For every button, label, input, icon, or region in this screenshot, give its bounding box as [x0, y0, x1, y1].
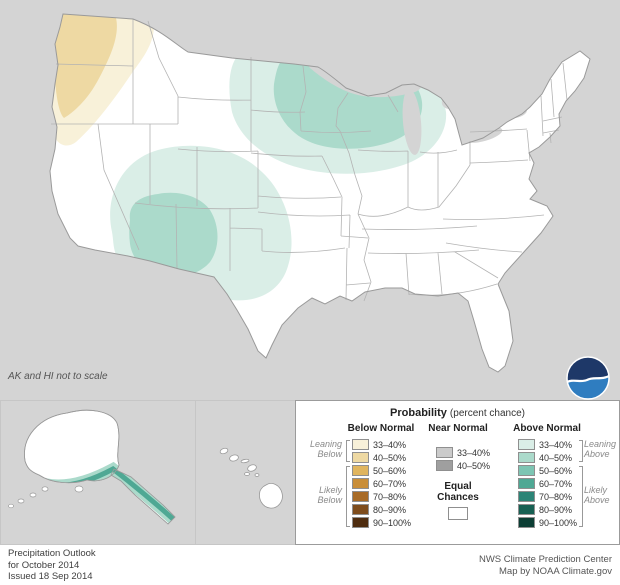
lake-superior	[307, 59, 422, 98]
footer-line-cpc: NWS Climate Prediction Center	[478, 554, 612, 565]
label-above-90-100: 90–100%	[539, 517, 578, 528]
label-above-70-80: 70–80%	[539, 491, 573, 502]
legend-row-below-3: 50–60%	[352, 465, 406, 476]
footer-line-title: Precipitation Outlook	[8, 548, 96, 559]
aleutian-islands	[8, 485, 84, 509]
footer-line-month: for October 2014	[8, 559, 80, 571]
great-lakes	[307, 59, 527, 155]
bracket-leaning-below	[346, 440, 350, 462]
state-borders	[51, 19, 568, 302]
swatch-below-70-80	[352, 491, 369, 502]
swatch-above-70-80	[518, 491, 535, 502]
equal-chances-swatch	[448, 507, 468, 520]
swatch-above-60-70	[518, 478, 535, 489]
legend-row-near-2: 40–50%	[436, 460, 490, 471]
footer-issue-info: Precipitation Outlook for October 2014 I…	[8, 548, 96, 583]
label-above-50-60: 50–60%	[539, 465, 573, 476]
legend-title-word: Probability	[390, 407, 447, 419]
leaning-above-label: Leaning Above	[584, 439, 617, 459]
legend-row-above-4: 60–70%	[518, 478, 572, 489]
equal-chances-label: Equal Chances	[437, 481, 479, 503]
legend-row-below-5: 70–80%	[352, 491, 406, 502]
leaning-below-label: Leaning Below	[309, 439, 342, 459]
legend-row-below-1: 33–40%	[352, 439, 406, 450]
above-normal-region-southwest-dark	[129, 192, 218, 277]
label-below-80-90: 80–90%	[373, 504, 407, 515]
swatch-above-90-100	[518, 517, 535, 528]
legend-row-above-6: 80–90%	[518, 504, 572, 515]
likely-above-label: Likely Above	[584, 485, 610, 505]
swatch-below-40-50	[352, 452, 369, 463]
hawaii-inset	[195, 400, 296, 545]
bracket-likely-above	[579, 466, 583, 527]
label-above-80-90: 80–90%	[539, 504, 573, 515]
below-normal-region-pnw-dark	[54, 14, 117, 118]
swatch-near-40-50	[436, 460, 453, 471]
swatch-below-90-100	[352, 517, 369, 528]
legend-panel: Probability (percent chance) Below Norma…	[295, 400, 620, 545]
label-near-40-50: 40–50%	[457, 460, 491, 471]
footer: Precipitation Outlook for October 2014 I…	[0, 545, 620, 585]
label-above-60-70: 60–70%	[539, 478, 573, 489]
swatch-near-33-40	[436, 447, 453, 458]
legend-row-below-6: 80–90%	[352, 504, 406, 515]
swatch-above-80-90	[518, 504, 535, 515]
label-near-33-40: 33–40%	[457, 447, 491, 458]
scale-note: AK and HI not to scale	[8, 371, 108, 382]
swatch-above-50-60	[518, 465, 535, 476]
conus-map	[49, 13, 591, 373]
swatch-below-50-60	[352, 465, 369, 476]
above-normal-header: Above Normal	[513, 423, 581, 434]
legend-row-below-7: 90–100%	[352, 517, 411, 528]
label-below-33-40: 33–40%	[373, 439, 407, 450]
swatch-below-80-90	[352, 504, 369, 515]
legend-row-above-2: 40–50%	[518, 452, 572, 463]
legend-row-above-7: 90–100%	[518, 517, 577, 528]
likely-below-label: Likely Below	[317, 485, 342, 505]
logo-ring	[566, 356, 610, 400]
swatch-above-33-40	[518, 439, 535, 450]
footer-credit: NWS Climate Prediction Center Map by NOA…	[479, 554, 612, 577]
logo-art	[567, 374, 609, 399]
logo-gull-icon	[567, 374, 609, 384]
near-normal-header: Near Normal	[428, 423, 488, 434]
lake-michigan	[402, 89, 422, 155]
footer-line-issued: Issued 18 Sep 2014	[8, 571, 93, 582]
alaska-map	[8, 409, 176, 525]
label-below-70-80: 70–80%	[373, 491, 407, 502]
bracket-likely-below	[346, 466, 350, 527]
swatch-above-40-50	[518, 452, 535, 463]
legend-row-above-3: 50–60%	[518, 465, 572, 476]
label-below-60-70: 60–70%	[373, 478, 407, 489]
legend-row-above-1: 33–40%	[518, 439, 572, 450]
legend-title: Probability (percent chance)	[296, 407, 619, 419]
legend-row-near-1: 33–40%	[436, 447, 490, 458]
below-normal-header: Below Normal	[347, 423, 415, 434]
label-above-33-40: 33–40%	[539, 439, 573, 450]
legend-row-below-4: 60–70%	[352, 478, 406, 489]
hawaii-map	[219, 447, 283, 509]
legend-title-note-text: (percent chance)	[449, 408, 525, 419]
legend-row-above-5: 70–80%	[518, 491, 572, 502]
lake-huron	[441, 88, 469, 110]
alaska-inset	[0, 400, 196, 545]
lake-ontario	[503, 107, 527, 119]
label-below-90-100: 90–100%	[373, 517, 412, 528]
footer-line-noaa: Map by NOAA Climate.gov	[499, 565, 612, 577]
swatch-below-60-70	[352, 478, 369, 489]
label-above-40-50: 40–50%	[539, 452, 573, 463]
bracket-leaning-above	[579, 440, 583, 462]
hawaiian-islands	[219, 447, 283, 509]
noaa-logo	[566, 356, 610, 400]
swatch-below-33-40	[352, 439, 369, 450]
label-below-40-50: 40–50%	[373, 452, 407, 463]
legend-row-below-2: 40–50%	[352, 452, 406, 463]
label-below-50-60: 50–60%	[373, 465, 407, 476]
